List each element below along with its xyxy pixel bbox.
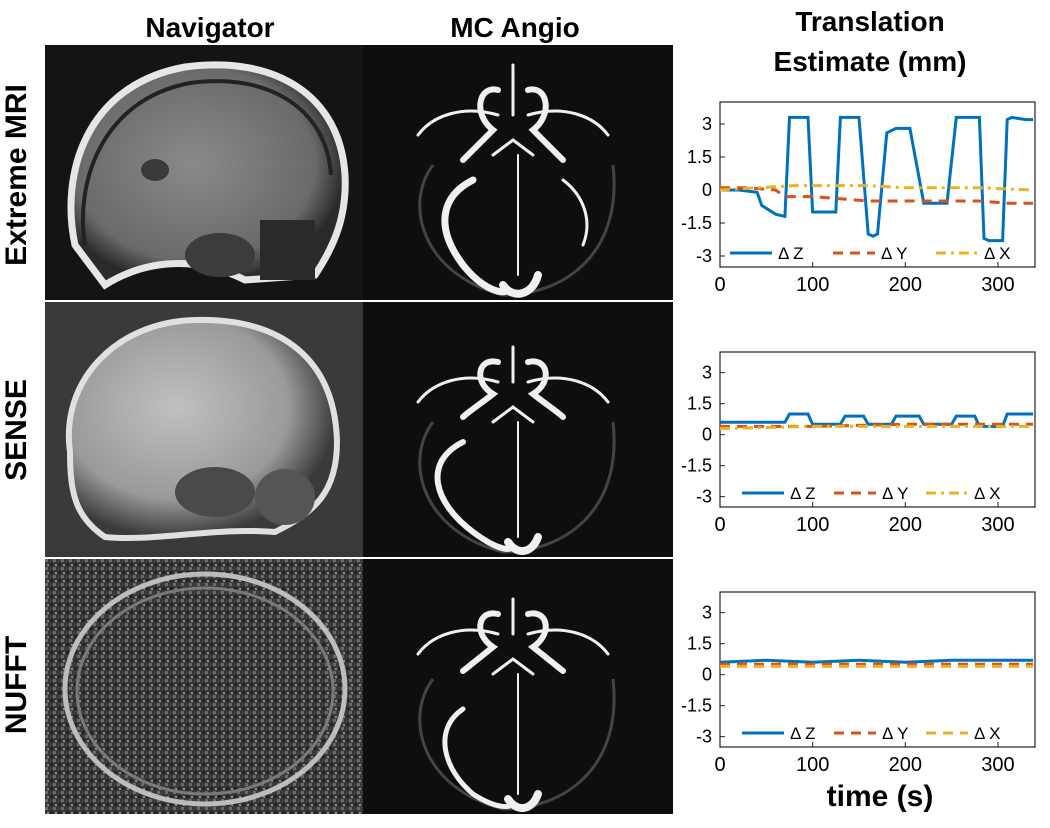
y-tick-label: -1.5 (681, 213, 712, 233)
mc-angio-image-nufft (363, 559, 673, 814)
x-tick-label: 300 (981, 514, 1014, 536)
series-line-z (719, 658, 1034, 664)
y-tick-label: 0 (702, 425, 712, 445)
plot-frame (719, 101, 1036, 268)
y-tick-label: 1.5 (687, 634, 712, 654)
x-tick-label: 0 (714, 274, 725, 296)
translation-header-line1: Translation (795, 6, 945, 37)
y-tick-label: 1.5 (687, 394, 712, 414)
legend-label: Δ X (974, 724, 1000, 743)
series-line-y (720, 186, 1034, 205)
y-tick-label: 1.5 (687, 147, 712, 167)
x-axis-label: time (s) (826, 780, 934, 813)
series-line-x (719, 424, 1034, 430)
x-tick-label: 0 (714, 754, 725, 776)
y-tick-label: -3 (696, 246, 712, 266)
y-tick-label: -3 (696, 487, 712, 507)
y-tick-label: 0 (702, 180, 712, 200)
y-tick-label: 3 (702, 363, 712, 383)
x-tick-label: 0 (714, 514, 725, 536)
y-tick-label: -1.5 (681, 696, 712, 716)
row-label-extreme-mri: Extreme MRI (0, 84, 33, 266)
legend-label: Δ X (974, 484, 1000, 503)
series-line-y (720, 422, 1034, 428)
x-tick-label: 200 (889, 274, 922, 296)
x-tick-label: 100 (796, 754, 829, 776)
row-label-nufft: NUFFT (0, 635, 33, 735)
y-tick-label: -1.5 (681, 456, 712, 476)
legend-label: Δ Z (790, 484, 816, 503)
series-line-x (719, 184, 1034, 192)
series-line-z (720, 115, 1034, 243)
legend-label: Δ Y (882, 724, 908, 743)
plot-frame (719, 351, 1036, 508)
navigator-image-sense (45, 302, 363, 557)
y-tick-label: -3 (696, 727, 712, 747)
navigator-header: Navigator (145, 12, 275, 43)
mc-angio-image-sense (363, 302, 673, 557)
row-label-sense: SENSE (0, 379, 33, 481)
x-tick-label: 200 (889, 514, 922, 536)
x-tick-label: 100 (796, 514, 829, 536)
series-line-z (720, 412, 1034, 428)
x-tick-label: 100 (796, 274, 829, 296)
x-tick-label: 300 (981, 274, 1014, 296)
legend-label: Δ Y (882, 484, 908, 503)
mc-angio-header: MC Angio (450, 12, 580, 43)
legend-label: Δ X (984, 244, 1010, 263)
navigator-image-nufft (45, 559, 363, 814)
mc-angio-image-extreme-mri (363, 45, 673, 300)
x-tick-label: 200 (889, 754, 922, 776)
y-tick-label: 3 (702, 603, 712, 623)
y-tick-label: 0 (702, 665, 712, 685)
legend-label: Δ Z (778, 244, 804, 263)
plot-frame (719, 591, 1036, 748)
navigator-image-extreme-mri (45, 45, 363, 300)
y-tick-label: 3 (702, 114, 712, 134)
legend-label: Δ Y (881, 244, 907, 263)
x-tick-label: 300 (981, 754, 1014, 776)
legend-label: Δ Z (790, 724, 816, 743)
translation-header-line2: Estimate (mm) (773, 46, 967, 77)
